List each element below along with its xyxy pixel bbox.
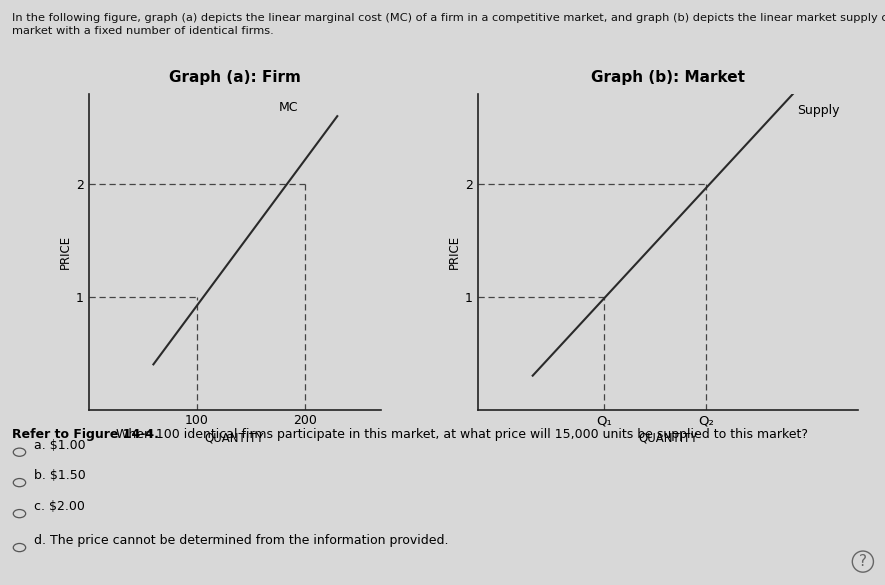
Y-axis label: PRICE: PRICE: [58, 235, 72, 269]
Text: c. $2.00: c. $2.00: [34, 500, 84, 513]
Text: Supply: Supply: [797, 104, 840, 117]
Y-axis label: PRICE: PRICE: [448, 235, 461, 269]
Text: MC: MC: [279, 101, 298, 114]
Text: d. The price cannot be determined from the information provided.: d. The price cannot be determined from t…: [34, 534, 448, 547]
Text: a. $1.00: a. $1.00: [34, 439, 85, 452]
Text: When 100 identical firms participate in this market, at what price will 15,000 u: When 100 identical firms participate in …: [112, 428, 808, 441]
X-axis label: QUANTITY: QUANTITY: [638, 432, 698, 445]
Text: market with a fixed number of identical firms.: market with a fixed number of identical …: [12, 26, 273, 36]
Text: ?: ?: [858, 554, 867, 569]
Text: In the following figure, graph (a) depicts the linear marginal cost (MC) of a fi: In the following figure, graph (a) depic…: [12, 13, 885, 23]
Title: Graph (b): Market: Graph (b): Market: [591, 70, 745, 85]
X-axis label: QUANTITY: QUANTITY: [204, 432, 265, 445]
Text: b. $1.50: b. $1.50: [34, 469, 85, 482]
Text: Refer to Figure 14-4.: Refer to Figure 14-4.: [12, 428, 158, 441]
Title: Graph (a): Firm: Graph (a): Firm: [168, 70, 301, 85]
